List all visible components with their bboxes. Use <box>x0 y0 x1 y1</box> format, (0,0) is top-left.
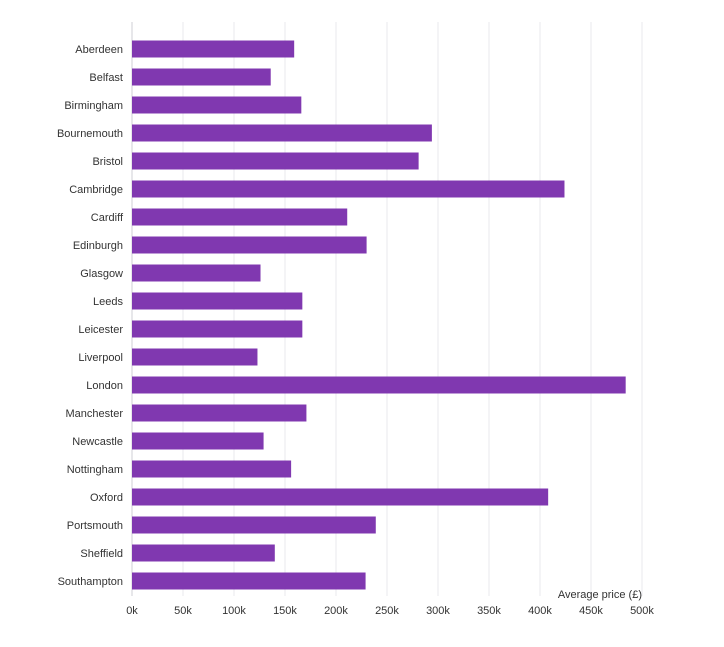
category-label: Cambridge <box>69 184 123 196</box>
grid-lines <box>131 22 643 596</box>
x-tick-label: 300k <box>426 605 450 617</box>
bar-bristol[interactable] <box>132 152 419 170</box>
category-label: Aberdeen <box>75 44 123 56</box>
x-tick-label: 200k <box>324 605 348 617</box>
x-tick-label: 150k <box>273 605 297 617</box>
bar-sheffield[interactable] <box>132 544 275 562</box>
category-label: Portsmouth <box>67 520 123 532</box>
bar-aberdeen[interactable] <box>132 40 295 58</box>
bar-portsmouth[interactable] <box>132 516 376 534</box>
category-label: London <box>86 380 123 392</box>
x-tick-label: 500k <box>630 605 654 617</box>
bar-belfast[interactable] <box>132 68 271 86</box>
category-labels: Aberdeen Belfast Birmingham Bournemouth Bris… <box>57 44 124 588</box>
bar-glasgow[interactable] <box>132 264 261 282</box>
bar-bournemouth[interactable] <box>132 124 432 142</box>
category-label: Liverpool <box>78 352 123 364</box>
bar-manchester[interactable] <box>132 404 307 422</box>
bar-edinburgh[interactable] <box>132 236 367 254</box>
category-label: Belfast <box>89 72 123 84</box>
bar-nottingham[interactable] <box>132 460 292 478</box>
x-tick-label: 450k <box>579 605 603 617</box>
category-label: Bristol <box>92 156 123 168</box>
category-label: Bournemouth <box>57 128 123 140</box>
bar-oxford[interactable] <box>132 488 549 506</box>
x-tick-label: 350k <box>477 605 501 617</box>
x-tick-label: 50k <box>174 605 192 617</box>
bar-cambridge[interactable] <box>132 180 565 198</box>
x-tick-label: 400k <box>528 605 552 617</box>
bar-london[interactable] <box>132 376 626 394</box>
x-tick-label: 250k <box>375 605 399 617</box>
category-label: Birmingham <box>64 100 123 112</box>
category-label: Edinburgh <box>73 240 123 252</box>
bars <box>132 40 626 590</box>
category-label: Newcastle <box>72 436 123 448</box>
category-label: Nottingham <box>67 464 123 476</box>
x-tick-label: 100k <box>222 605 246 617</box>
bar-birmingham[interactable] <box>132 96 302 114</box>
x-tick-labels: 0k 50k 100k 150k 200k 250k 300k 350k 400k 450k 500… <box>126 605 654 617</box>
category-label: Leeds <box>93 296 123 308</box>
bar-liverpool[interactable] <box>132 348 258 366</box>
bar-cardiff[interactable] <box>132 208 348 226</box>
category-label: Manchester <box>66 408 124 420</box>
category-label: Oxford <box>90 492 123 504</box>
bar-southampton[interactable] <box>132 572 366 590</box>
x-axis-title: Average price (£) <box>558 589 642 601</box>
category-label: Sheffield <box>80 548 123 560</box>
x-tick-label: 0k <box>126 605 138 617</box>
category-label: Cardiff <box>91 212 124 224</box>
bar-leicester[interactable] <box>132 320 303 338</box>
bar-leeds[interactable] <box>132 292 303 310</box>
category-label: Leicester <box>78 324 123 336</box>
category-label: Glasgow <box>80 268 123 280</box>
category-label: Southampton <box>58 576 123 588</box>
bar-newcastle[interactable] <box>132 432 264 450</box>
